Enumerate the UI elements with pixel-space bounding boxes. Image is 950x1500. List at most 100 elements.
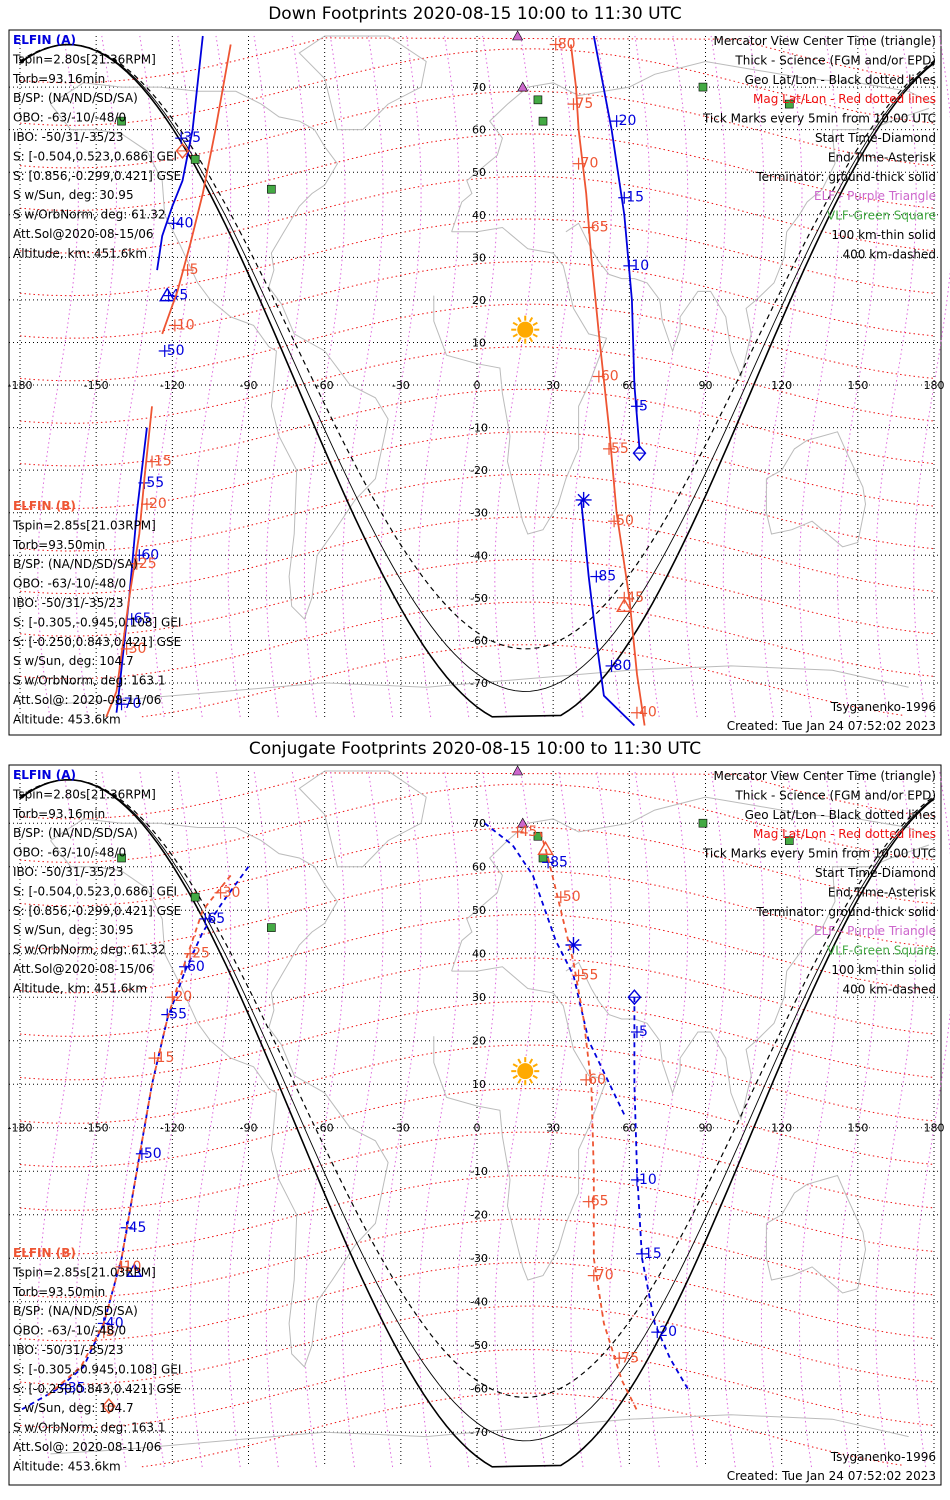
elfin-a-tick-label: 50 [167, 343, 185, 359]
elfin-b-info: S w/Sun, deg: 104.7 [13, 1401, 134, 1415]
elfin-b-info: B/SP: (NA/ND/SD/SA) [13, 1304, 138, 1318]
x-tick-label: 30 [546, 379, 560, 392]
sun-ray [528, 317, 534, 323]
x-tick-label: 0 [474, 1122, 481, 1135]
legend-line: Mag Lat/Lon - Red dotted lines [753, 827, 936, 841]
mag-lat-line [19, 1262, 935, 1342]
elfin-a-info: S: [0.856,-0.299,0.421] GSE [13, 169, 181, 183]
elfin-a-tick-label: 85 [550, 854, 568, 870]
mag-lon-line [265, 35, 308, 718]
x-tick-label: -90 [240, 1122, 258, 1135]
mag-lat-line [19, 516, 935, 594]
elfin-b-start-diamond [101, 1398, 116, 1415]
plot-frame [8, 29, 942, 736]
elfin-b-info: Att.Sol@: 2020-08-11/06 [13, 693, 161, 707]
mag-lat-line [19, 37, 935, 84]
y-tick-label: -40 [470, 1296, 488, 1309]
elfin-a-info: OBO: -63/-10/-48/0 [13, 111, 126, 125]
y-tick-label: 10 [472, 1078, 486, 1091]
legend-line: Mag Lat/Lon - Red dotted lines [753, 92, 936, 106]
elfin-a-track [592, 35, 641, 449]
sun-disc [517, 1063, 534, 1080]
panel-title-down: Down Footprints 2020-08-15 10:00 to 11:3… [268, 4, 682, 24]
y-tick-label: 20 [472, 1035, 486, 1048]
mag-lon-line [227, 35, 270, 718]
legend-line: ELF - Purple Triangle [814, 189, 936, 203]
mag-lon-line [570, 35, 613, 718]
legend-line: Start Time-Diamond [815, 131, 936, 145]
elfin-b-tick-label: 5 [106, 1324, 115, 1340]
elf-triangle [517, 817, 529, 828]
elfin-b-info: OBO: -63/-10/-48/0 [13, 577, 126, 591]
y-tick-label: 10 [472, 336, 486, 349]
elfin-a-info: IBO: -50/31/-35/23 [13, 865, 124, 879]
y-tick-label: 60 [472, 861, 486, 874]
mag-lon-line [341, 35, 384, 718]
elf-triangle [512, 30, 524, 41]
legend-line: 400 km-dashed [842, 247, 936, 261]
vlf-square [117, 116, 126, 126]
sun-ray [517, 317, 522, 323]
legend-line: End Time-Asterisk [828, 150, 936, 164]
terminator-400km [19, 779, 935, 1399]
mag-lat-line [19, 176, 935, 254]
coastline [433, 966, 608, 1281]
elfin-b-track [161, 44, 232, 335]
model-label: Tsyganenko-1996 [830, 700, 936, 714]
elfin-a-info: B/SP: (NA/ND/SD/SA) [13, 91, 138, 105]
elfin-b-tick-label: 50 [563, 889, 581, 905]
y-tick-label: -20 [470, 464, 488, 477]
sun-ray [517, 336, 522, 343]
x-tick-label: 60 [622, 379, 636, 392]
elfin-b-info: B/SP: (NA/ND/SD/SA) [13, 557, 138, 571]
elfin-a-tick-label: 65 [207, 911, 225, 927]
coastlines [50, 770, 935, 1455]
elfin-a-tick-label: 20 [659, 1324, 677, 1340]
x-tick-label: 150 [847, 379, 868, 392]
x-tick-label: 180 [924, 379, 945, 392]
elfin-a-center-triangle [159, 287, 176, 302]
vlf-square [698, 818, 708, 828]
sun-ray [512, 1074, 518, 1080]
mag-lon-line [760, 35, 803, 718]
x-tick-label: -30 [392, 379, 410, 392]
mag-lat-line [19, 827, 935, 907]
elfin-a-tick-label: 60 [141, 547, 159, 563]
vlf-square [538, 116, 548, 126]
x-tick-label: -180 [8, 379, 33, 392]
x-tick-label: -30 [392, 1122, 410, 1135]
elfin-b-tick-label: 65 [591, 220, 609, 236]
vlf-square [190, 155, 200, 164]
legend-line: ELF - Purple Triangle [814, 924, 936, 938]
mag-lon-line [608, 35, 651, 718]
coastline [50, 665, 909, 705]
elfin-b-center-triangle [616, 597, 633, 613]
elfin-b-tick-label: 25 [192, 946, 210, 962]
y-tick-label: 50 [472, 166, 486, 179]
elfin-a-info: S: [0.856,-0.299,0.421] GSE [13, 904, 181, 918]
elfin-b-info: S: [-0.250,0.843,0.421] GSE [13, 1382, 181, 1396]
elfin-b-info: S: [-0.305,-0.945,0.108] GEI [13, 615, 181, 629]
y-tick-label: 20 [472, 294, 486, 307]
vlf-square [267, 184, 276, 194]
elfin-b-info: Tspin=2.85s[21.03RPM] [12, 1265, 156, 1279]
coastline [451, 60, 935, 232]
mag-lat-line [19, 772, 935, 820]
mag-lat-line [19, 1175, 935, 1255]
elfin-b-info: Att.Sol@: 2020-08-11/06 [13, 1440, 161, 1454]
elf-triangle [517, 81, 529, 92]
y-tick-label: -60 [470, 1383, 488, 1396]
elfin-a-start-diamond [632, 445, 647, 462]
elfin-b-info: Tspin=2.85s[21.03RPM] [12, 518, 156, 532]
elfin-b-track [539, 831, 638, 1411]
legend-line: Mercator View Center Time (triangle) [714, 769, 936, 783]
y-tick-label: -20 [470, 1209, 488, 1222]
y-tick-label: 70 [472, 81, 486, 94]
mag-lon-line [37, 35, 79, 718]
legend-line: Thick - Science (FGM and/or EPD) [734, 788, 936, 802]
legend-line: 400 km-dashed [842, 982, 936, 996]
legend-line: Mercator View Center Time (triangle) [714, 34, 936, 48]
elfin-a-start-diamond [627, 989, 642, 1006]
elfin-a-info: Tspin=2.80s[21.36RPM] [12, 787, 156, 801]
y-tick-label: 50 [472, 904, 486, 917]
